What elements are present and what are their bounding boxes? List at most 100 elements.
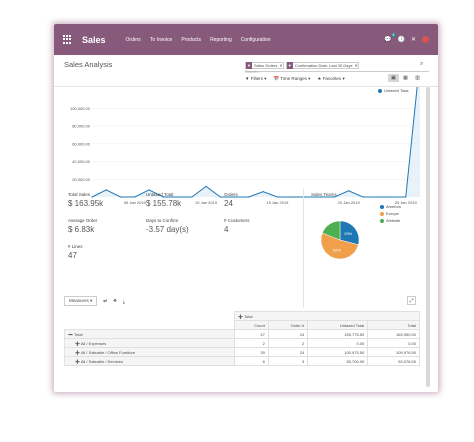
row-header[interactable]: ➕ All / Expenses [64,338,235,348]
series-line[interactable] [91,87,420,198]
flip-axis-icon[interactable]: ⇄ [103,298,108,303]
control-panel: Sales Analysis ▼ Sales Orders ✕ ▼ Confirmat… [54,55,438,87]
col-orders[interactable]: Order # [267,320,309,330]
col-untaxed-total[interactable]: Untaxed Total [307,320,369,330]
pie-title: Sales Teams [311,192,337,197]
data-point[interactable] [91,196,93,198]
remove-facet-icon[interactable]: ✕ [354,62,358,68]
table-row: ➖ Total 47 24 155,775.50 163,950.50 [64,329,420,339]
legend-website[interactable]: Website [380,218,401,223]
data-point[interactable] [376,196,378,198]
pie-legend: America Europe Website [380,204,401,225]
menu-orders[interactable]: Orders [125,36,141,43]
pie-slice-america[interactable] [339,220,360,246]
pivot-view-button[interactable]: ▦ [403,75,408,81]
dashboard-view-button[interactable]: ▣ [388,74,399,82]
expand-all-icon[interactable]: ✥ [113,298,117,303]
menu-to-invoice[interactable]: To Invoice [149,36,173,43]
kpi-customers[interactable]: # Customers 4 [224,218,250,234]
graph-view-button[interactable]: ▥ [415,75,420,81]
data-point[interactable] [305,196,307,198]
data-point[interactable] [105,189,107,191]
search-input[interactable]: Search... [245,69,262,74]
chat-badge: 6 [391,33,396,37]
time-ranges-button[interactable]: 📅 Time Ranges ▾ [273,76,311,81]
data-point[interactable] [176,196,179,198]
user-avatar[interactable] [422,36,429,43]
pie-slice-website[interactable] [322,220,341,241]
data-point[interactable] [262,191,264,193]
menu-products[interactable]: Products [181,36,202,43]
chat-icon[interactable]: 💬 6 [384,33,396,43]
kpi-untaxed-total[interactable]: Untaxed Total $ 155.78k [146,192,182,208]
remove-facet-icon[interactable]: ✕ [279,62,283,68]
row-header[interactable]: ➕ All / Saleable / Office Furniture [64,347,235,357]
kpi-days-to-confirm[interactable]: Days to Confirm -3.57 day(s) [146,218,189,234]
pie-slice-label: 52% [333,247,341,252]
download-icon[interactable]: ⤓ [122,298,125,304]
menu-configuration[interactable]: Configuration [240,36,271,43]
legend-swatch [378,88,382,93]
x-tick-label: 06 Jan 2019 [124,200,147,205]
scrollbar[interactable] [426,87,431,387]
y-tick-label: 60,000.00 [72,141,91,146]
data-point[interactable] [148,189,150,191]
kpi-total-sales[interactable]: Total Sales $ 163.95k [68,192,104,208]
filter-icon: ▼ [286,61,293,69]
filters-button[interactable]: ▼ Filters ▾ [245,76,267,81]
favorites-button[interactable]: ★ Favorites ▾ [317,76,345,81]
pie-slice-europe[interactable] [320,232,359,260]
pie-chart: 29% 52% [320,220,360,260]
chart-legend[interactable]: Untaxed Total [378,88,408,93]
data-point[interactable] [276,196,278,198]
data-point[interactable] [319,196,321,198]
menu-reporting[interactable]: Reporting [210,36,232,43]
fullscreen-icon[interactable]: ⤢ [407,296,416,305]
legend-swatch [380,218,384,223]
col-header-total[interactable]: ➕ Total [234,311,420,321]
data-point[interactable] [162,196,164,198]
col-count[interactable]: Count [234,320,269,330]
app-brand[interactable]: Sales [82,34,106,45]
legend-swatch [380,204,384,209]
close-icon[interactable]: ✕ [410,37,416,43]
data-point[interactable] [390,196,393,198]
data-point[interactable] [362,196,364,198]
y-tick-label: 20,000.00 [72,177,91,182]
data-point[interactable] [405,196,407,198]
kpi-average-order[interactable]: Average Order $ 6.83k [68,218,98,234]
legend-europe[interactable]: Europe [380,211,401,216]
data-point[interactable] [205,185,207,187]
data-point[interactable] [248,196,250,198]
kpi-orders[interactable]: Orders 24 [224,192,238,208]
activity-icon[interactable]: 🕓 [397,37,405,43]
data-point[interactable] [234,196,236,198]
col-total[interactable]: Total [367,320,420,330]
y-tick-label: 80,000.00 [72,124,91,129]
data-point[interactable] [191,196,193,198]
y-tick-label: 40,000.00 [72,159,91,164]
data-point[interactable] [348,190,350,192]
data-point[interactable] [119,196,122,198]
legend-swatch [380,211,384,216]
measures-button[interactable]: Measures ▾ [64,296,98,306]
data-point[interactable] [134,196,136,198]
legend-america[interactable]: America [380,204,401,209]
scrollbar-thumb[interactable] [426,87,430,387]
series-area [92,87,420,197]
kpi-lines[interactable]: # Lines 47 [68,244,83,260]
search-bar[interactable]: ▼ Sales Orders ✕ ▼ Confirmation Date: Last … [245,59,429,72]
facet-confirmation-date[interactable]: ▼ Confirmation Date: Last 30 Days ✕ [285,61,359,69]
x-tick-label: 10 Jan 2019 [195,200,218,205]
data-point[interactable] [219,196,221,198]
data-point[interactable] [291,196,293,198]
search-icon[interactable]: ⌕ [420,61,424,67]
x-tick-label: 15 Jan 2019 [266,200,289,205]
row-header[interactable]: ➕ All / Saleable / Services [64,356,235,366]
breadcrumb: Sales Analysis [64,60,113,69]
row-header-total[interactable]: ➖ Total [64,329,235,339]
facet-sales-orders[interactable]: ▼ Sales Orders ✕ [245,61,284,69]
data-point[interactable] [333,196,336,198]
apps-menu-icon[interactable] [63,35,72,44]
y-tick-label: 100,000.00 [70,106,91,111]
